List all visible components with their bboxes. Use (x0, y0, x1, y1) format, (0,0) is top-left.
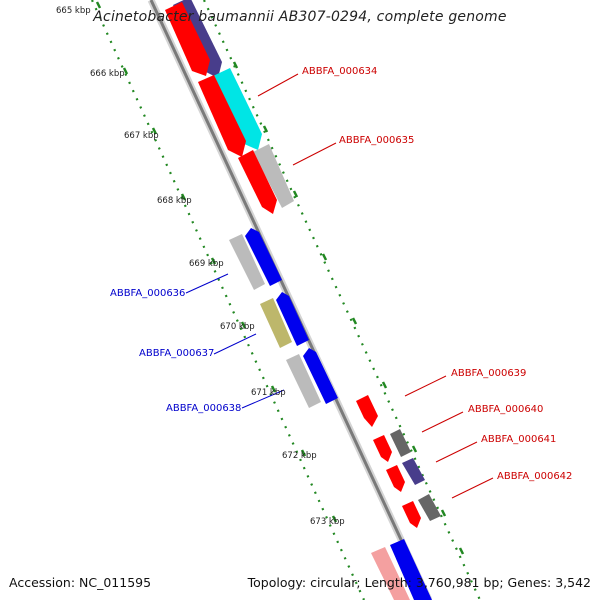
gene-label-abbfa-000642[interactable]: ABBFA_000642 (497, 471, 573, 482)
gene-darkgray-640[interactable] (390, 429, 411, 457)
accession-text: Accession: NC_011595 (9, 575, 152, 590)
label-leaders-forward (257, 73, 494, 499)
gene-pink-bottom[interactable] (371, 547, 410, 600)
genome-title: Acinetobacter baumannii AB307-0294, comp… (93, 9, 507, 25)
forward-tick-track (203, 0, 481, 600)
tick-label: 670 kbp (220, 322, 255, 332)
tick-label: 672 kbp (282, 451, 317, 461)
tick-label: 671 kbp (251, 388, 286, 398)
gene-000635-red[interactable] (238, 150, 277, 214)
gene-label-abbfa-000641[interactable]: ABBFA_000641 (481, 434, 557, 445)
gene-000636-blue[interactable] (245, 228, 282, 286)
gene-000633-red[interactable] (165, 2, 210, 76)
major-ticks-left (95, 1, 338, 523)
gene-gray-forward[interactable] (253, 144, 294, 208)
tick-label: 667 kbp (124, 131, 159, 141)
gene-darkgray-642[interactable] (418, 494, 441, 521)
gene-label-abbfa-000634[interactable]: ABBFA_000634 (302, 66, 378, 77)
gene-blue-forward-bottom[interactable] (390, 539, 432, 600)
gene-cyan-forward[interactable] (213, 68, 262, 150)
gene-label-abbfa-000635[interactable]: ABBFA_000635 (339, 135, 415, 146)
gene-gray-638[interactable] (286, 354, 321, 408)
gene-000637-blue[interactable] (276, 292, 309, 346)
gene-label-abbfa-000636[interactable]: ABBFA_000636 (110, 288, 186, 299)
gene-label-abbfa-000639[interactable]: ABBFA_000639 (451, 368, 527, 379)
gene-olive-637[interactable] (260, 298, 292, 348)
gene-000638-blue[interactable] (303, 348, 338, 404)
gene-label-abbfa-000638[interactable]: ABBFA_000638 (166, 403, 242, 414)
genome-summary-text: Topology: circular; Length: 3,760,981 bp… (247, 575, 591, 590)
gene-label-abbfa-000637[interactable]: ABBFA_000637 (139, 348, 215, 359)
gene-gray-636[interactable] (229, 234, 265, 290)
tick-label: 669 kbp (189, 259, 224, 269)
tick-label: 673 kbp (310, 517, 345, 527)
tick-label: 666 kbp (90, 69, 125, 79)
gene-000639-body[interactable] (356, 395, 378, 427)
label-leaders-reverse (185, 273, 285, 409)
major-ticks-right (232, 61, 465, 555)
gene-000640-red[interactable] (373, 435, 392, 462)
gene-000641-red[interactable] (386, 465, 405, 492)
reverse-tick-track (90, 0, 366, 600)
tick-label: 665 kbp (56, 6, 91, 16)
gene-000642-red[interactable] (402, 501, 421, 528)
gene-label-abbfa-000640[interactable]: ABBFA_000640 (468, 404, 544, 415)
tick-label: 668 kbp (157, 196, 192, 206)
gene-000634-red[interactable] (198, 75, 246, 157)
gene-purple-641[interactable] (402, 458, 425, 485)
